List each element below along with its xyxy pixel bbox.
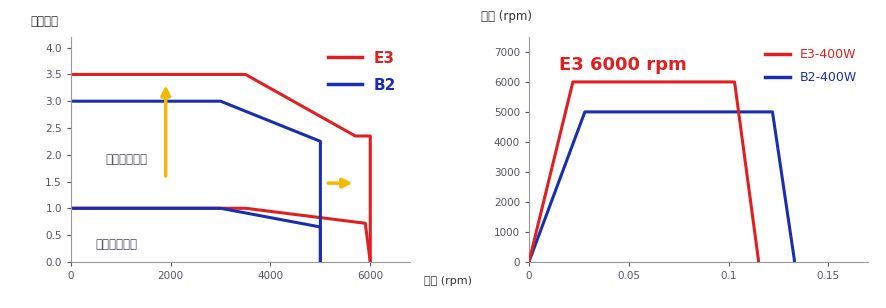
Legend: E3-400W, B2-400W: E3-400W, B2-400W xyxy=(760,43,862,89)
Text: 扭矩倍率: 扭矩倍率 xyxy=(30,15,58,28)
Text: 转速 (rpm): 转速 (rpm) xyxy=(481,10,532,23)
Text: 连续运转区域: 连续运转区域 xyxy=(96,238,138,251)
Legend: E3, B2: E3, B2 xyxy=(323,45,402,99)
Text: E3 6000 rpm: E3 6000 rpm xyxy=(559,56,687,74)
Text: 转速 (rpm): 转速 (rpm) xyxy=(424,276,471,286)
Text: 瞬时运转区域: 瞬时运转区域 xyxy=(105,153,148,166)
